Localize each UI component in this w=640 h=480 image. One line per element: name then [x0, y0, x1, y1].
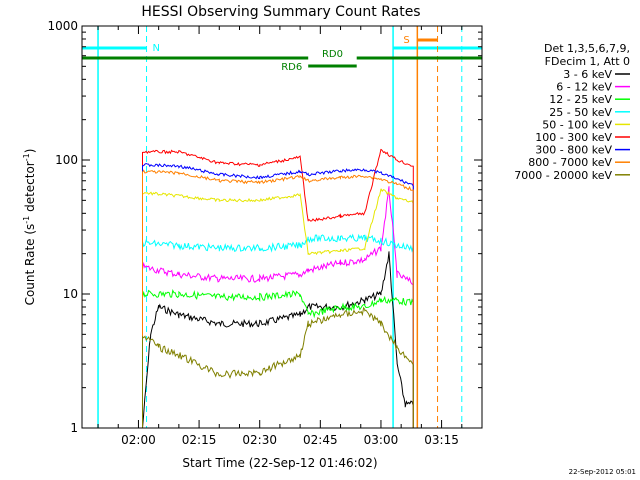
- plot-frame: [81, 25, 483, 429]
- chart-title: HESSI Observing Summary Count Rates: [141, 4, 420, 20]
- rd6-label: RD6: [281, 62, 302, 73]
- series-line: [142, 289, 414, 428]
- legend-entry-label: 7000 - 20000 keV: [514, 169, 612, 182]
- y-axis-label-main: Count Rate (s: [23, 224, 37, 306]
- y-tick-label: 10: [63, 287, 78, 301]
- y-tick-label: 1: [70, 421, 78, 435]
- y-axis-label-mid: detector: [23, 161, 37, 216]
- series-line: [142, 162, 414, 428]
- series-line: [142, 251, 414, 428]
- rd0-label: RD0: [322, 49, 343, 60]
- y-tick-label: 1000: [47, 19, 78, 33]
- legend-entry-label: 100 - 300 keV: [535, 131, 612, 144]
- series-line: [142, 306, 414, 428]
- y-axis-label: Count Rate (s-1 detector-1): [22, 149, 37, 306]
- plot-area: N S RD0 RD6: [82, 26, 482, 428]
- x-tick-label: 02:15: [182, 433, 217, 447]
- legend-header-1: Det 1,3,5,6,7,9,: [544, 42, 630, 55]
- legend-entry-label: 300 - 800 keV: [535, 144, 612, 157]
- x-tick-label: 02:00: [121, 433, 156, 447]
- legend-entry-label: 6 - 12 keV: [556, 81, 612, 94]
- x-tick-label: 02:30: [242, 433, 277, 447]
- series-line: [142, 186, 414, 428]
- series-line: [142, 188, 414, 428]
- legend-entry-label: 12 - 25 keV: [549, 93, 612, 106]
- x-tick-label: 03:15: [424, 433, 459, 447]
- legend: Det 1,3,5,6,7,9, FDecim 1, Att 0 3 - 6 k…: [514, 42, 630, 182]
- y-axis-label-end: ): [23, 149, 37, 154]
- legend-entry-label: 25 - 50 keV: [549, 106, 612, 119]
- series-line: [142, 169, 414, 428]
- legend-entry-label: 50 - 100 keV: [542, 118, 612, 131]
- y-axis-label-exp2: -1: [22, 153, 31, 161]
- y-tick-label: 100: [55, 153, 78, 167]
- x-tick-label: 02:45: [303, 433, 338, 447]
- series-line: [142, 148, 414, 428]
- x-axis-label: Start Time (22-Sep-12 01:46:02): [182, 456, 377, 470]
- footer-date: 22-Sep-2012 05:01: [569, 468, 636, 476]
- y-axis: 1 10 100 1000: [47, 19, 482, 435]
- y-axis-label-exp1: -1: [22, 216, 31, 224]
- legend-entry-label: 800 - 7000 keV: [528, 156, 612, 169]
- night-label: N: [153, 43, 160, 54]
- legend-header-2: FDecim 1, Att 0: [545, 55, 630, 68]
- x-tick-label: 03:00: [364, 433, 399, 447]
- saa-label: S: [403, 35, 409, 46]
- legend-entry-label: 3 - 6 keV: [563, 68, 612, 81]
- x-axis: 02:00 02:15 02:30 02:45 03:00 03:15: [97, 26, 483, 447]
